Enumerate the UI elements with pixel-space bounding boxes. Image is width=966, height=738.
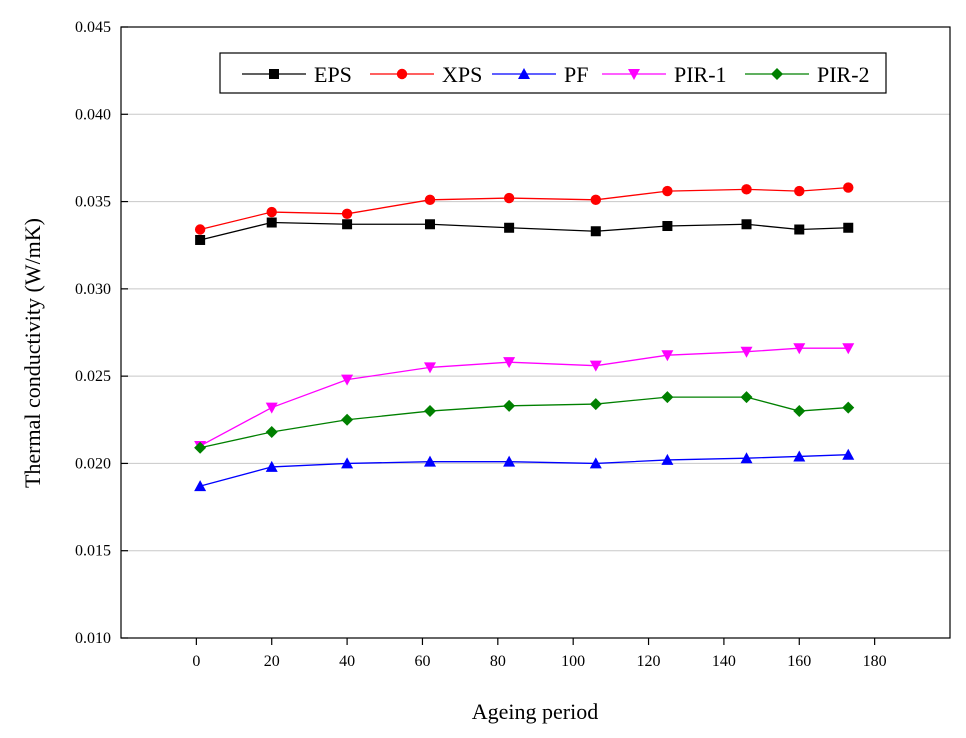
legend: EPS XPS PF PIR-1 PIR-2 xyxy=(219,52,887,94)
data-point-pir-1 xyxy=(589,360,602,372)
data-point-eps xyxy=(342,219,353,230)
x-tick-label: 160 xyxy=(787,653,811,670)
data-point-pir-2 xyxy=(194,441,207,454)
x-axis-title: Ageing period xyxy=(472,699,598,724)
x-tick-label: 120 xyxy=(637,653,661,670)
y-tick-label: 0.015 xyxy=(75,543,111,560)
data-point-pir-1 xyxy=(842,343,855,355)
data-point-pir-2 xyxy=(661,391,674,404)
data-point-pir-2 xyxy=(423,405,436,418)
data-point-pir-1 xyxy=(503,357,516,369)
data-point-pf xyxy=(265,460,278,472)
data-point-pir-2 xyxy=(842,401,855,414)
data-point-pir-2 xyxy=(589,398,602,411)
data-point-pir-2 xyxy=(265,426,278,439)
series-line-eps xyxy=(199,221,849,241)
data-point-pir-1 xyxy=(423,362,436,374)
x-tick-label: 180 xyxy=(863,653,887,670)
legend-label-pir-2: PIR-2 xyxy=(817,62,870,87)
data-point-xps xyxy=(843,182,854,193)
gridlines xyxy=(121,113,950,552)
data-point-pir-2 xyxy=(503,399,516,412)
x-tick-label: 140 xyxy=(712,653,736,670)
series-lines xyxy=(194,182,855,492)
data-point-pf xyxy=(341,457,354,469)
data-point-xps xyxy=(266,206,277,218)
x-tick-label: 80 xyxy=(490,653,506,670)
data-point-pf xyxy=(661,453,674,465)
y-axis-title: Thermal conductivity (W/mK) xyxy=(20,218,45,488)
legend-marker-eps xyxy=(269,69,279,79)
data-point-pir-1 xyxy=(265,402,278,414)
x-tick-label: 40 xyxy=(339,653,355,670)
data-point-pf xyxy=(793,450,806,462)
x-tick-label: 0 xyxy=(192,653,200,670)
y-tick-label: 0.030 xyxy=(75,281,111,298)
data-point-pf xyxy=(503,455,516,467)
data-point-xps xyxy=(662,185,673,197)
data-point-eps xyxy=(590,226,601,237)
y-tick-label: 0.045 xyxy=(75,19,111,36)
data-point-pf xyxy=(842,448,855,460)
x-tick-label: 60 xyxy=(414,653,430,670)
data-point-eps xyxy=(794,224,805,235)
series-line-pf xyxy=(199,454,849,487)
data-point-xps xyxy=(590,194,601,206)
x-tick-label: 20 xyxy=(264,653,280,670)
series-line-pir-1 xyxy=(199,347,849,447)
data-point-pf xyxy=(194,480,207,492)
data-point-pir-2 xyxy=(341,413,354,426)
data-point-pir-1 xyxy=(793,343,806,355)
data-point-pf xyxy=(589,457,602,469)
data-point-xps xyxy=(741,184,752,195)
legend-label-pir-1: PIR-1 xyxy=(674,62,727,87)
data-point-eps xyxy=(504,222,515,233)
data-point-eps xyxy=(195,234,206,245)
data-point-eps xyxy=(266,217,277,228)
y-tick-label: 0.040 xyxy=(75,106,111,123)
data-point-xps xyxy=(341,208,353,219)
data-point-xps xyxy=(194,224,206,235)
legend-marker-pir-1 xyxy=(628,69,640,80)
series-line-pir-2 xyxy=(199,396,849,449)
data-point-eps xyxy=(741,219,752,230)
data-point-pir-1 xyxy=(661,350,674,362)
data-point-pir-1 xyxy=(341,374,354,386)
data-point-xps xyxy=(794,185,805,197)
legend-marker-pf xyxy=(518,68,530,79)
data-point-eps xyxy=(843,222,854,233)
x-tick-label: 100 xyxy=(561,653,585,670)
data-point-pir-2 xyxy=(740,391,753,404)
data-point-xps xyxy=(424,194,436,206)
data-point-pf xyxy=(423,455,436,467)
legend-label-eps: EPS xyxy=(314,62,352,87)
data-point-pf xyxy=(740,452,753,464)
data-point-pir-1 xyxy=(740,346,753,358)
y-tick-label: 0.010 xyxy=(75,630,111,647)
y-tick-label: 0.025 xyxy=(75,368,111,385)
y-tick-label: 0.035 xyxy=(75,194,111,211)
data-point-eps xyxy=(424,219,435,230)
data-point-xps xyxy=(503,192,515,204)
data-point-pir-2 xyxy=(793,405,806,418)
legend-label-xps: XPS xyxy=(442,62,482,87)
y-tick-label: 0.020 xyxy=(75,455,111,472)
data-point-eps xyxy=(662,221,673,232)
plot-frame xyxy=(120,26,951,639)
series-line-xps xyxy=(199,186,849,231)
legend-marker-pir-2 xyxy=(771,68,783,80)
axis-ticks: 0.010 0.015 0.020 0.025 0.030 0.035 0.040 0.045… xyxy=(75,19,887,670)
legend-label-pf: PF xyxy=(564,62,588,87)
legend-marker-xps xyxy=(396,68,408,80)
